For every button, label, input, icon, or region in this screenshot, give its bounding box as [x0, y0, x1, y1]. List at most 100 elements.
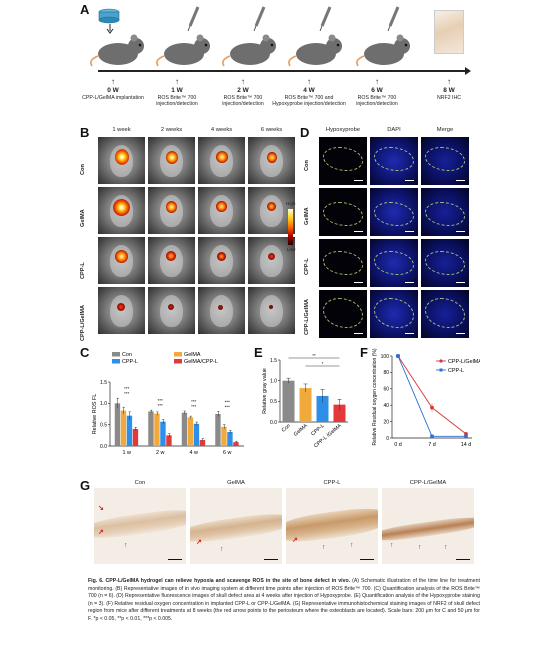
ivis-image: [248, 137, 295, 184]
ivis-image: [98, 137, 145, 184]
merge-image: [421, 239, 469, 287]
timepoint-1w: ↑ 1 W ROS Brite™ 700 injection/detection: [140, 77, 214, 108]
ivis-image: [148, 237, 195, 284]
merge-image: [421, 137, 469, 185]
fluorescence-image-grid: [319, 137, 469, 338]
x-tick-label: 2 w: [156, 450, 164, 456]
column-label: 4 weeks: [210, 127, 233, 133]
legend-marker: [439, 359, 443, 363]
caption-label: Fig. 6.: [88, 578, 104, 584]
bar: [126, 415, 133, 446]
row-label: GelMA: [304, 207, 310, 225]
y-tick-label: 60: [383, 387, 389, 393]
x-tick-label: 4 w: [190, 450, 198, 456]
row-label: Con: [304, 160, 310, 171]
legend-label: Con: [122, 352, 132, 358]
panel-d-fluorescence: D Hypoxyprobe DAPI Merge Con GelMA CPP-L…: [300, 125, 476, 339]
ivis-image: [98, 287, 145, 334]
y-tick-label: 40: [383, 403, 389, 409]
data-point: [464, 434, 468, 439]
bar: [193, 423, 200, 446]
timeline-axis: [98, 67, 471, 74]
timepoint-4w: ↑ 4 W ROS Brite™ 700 and Hypoxyprobe inj…: [272, 78, 346, 108]
significance-label: ***: [225, 399, 230, 404]
y-tick-label: 1.5: [100, 380, 107, 386]
bar: [166, 435, 172, 446]
y-tick-label: 1.0: [270, 378, 277, 384]
x-tick-label: GelMA: [293, 423, 309, 438]
data-point: [396, 354, 400, 358]
x-tick-label: 0 d: [394, 442, 402, 448]
significance-label: ***: [124, 391, 129, 396]
y-tick-label: 0.5: [100, 422, 107, 428]
red-arrow-icon: ↑: [390, 542, 394, 549]
y-axis-label: Relative ROS FL: [92, 394, 98, 434]
column-label: Con: [134, 480, 146, 486]
panel-letter-f: F: [360, 345, 368, 360]
up-arrow-icon: ↑: [241, 77, 245, 86]
y-tick-label: 0.5: [270, 399, 277, 405]
legend-label: CPP-L: [448, 368, 464, 374]
significance-label: ***: [191, 404, 196, 409]
row-label: CPP-L: [304, 258, 310, 275]
timepoint-2w: ↑ 2 W ROS Brite™ 700 injection/detection: [206, 77, 280, 108]
bar: [160, 421, 166, 446]
bar: [333, 404, 346, 422]
ihc-image: ↗ ↑ ↑: [286, 488, 378, 564]
ihc-image: ↗ ↑: [190, 488, 282, 564]
dapi-image: [370, 188, 418, 236]
ivis-image: [198, 187, 245, 234]
data-point: [430, 405, 434, 410]
panel-a-timeline: A ↑ 0 W CPP-L/GelMA implantation ↑ 1 W R…: [80, 2, 471, 120]
mouse-icon-1w: [156, 34, 210, 67]
timepoint-desc: NRF2 IHC: [437, 95, 461, 101]
up-arrow-icon: ↑: [175, 77, 179, 86]
dapi-image: [370, 290, 418, 338]
y-tick-label: 0: [386, 436, 389, 442]
panel-f-chart: F 0 20 40 60 80 100 0 d 7 d 14 d Relative Residua…: [360, 345, 482, 470]
up-arrow-icon: ↑: [447, 77, 451, 86]
ihc-image: ↘ ↗ ↑: [94, 488, 186, 564]
ivis-image: [198, 287, 245, 334]
figure-caption: Fig. 6. CPP-L/GelMA hydrogel can relieve…: [88, 578, 480, 623]
colorbar: [288, 209, 293, 245]
panel-letter-a: A: [80, 2, 90, 17]
colorbar-low-label: Low: [287, 247, 296, 252]
legend-swatch: [112, 352, 120, 357]
significance-label: ***: [225, 404, 230, 409]
legend-label: CPP-L/GelMA: [448, 359, 480, 365]
timepoint-week: 1 W: [171, 87, 183, 94]
panel-letter-e: E: [254, 345, 263, 360]
red-arrow-icon: ↑: [124, 542, 128, 549]
timepoint-week: 4 W: [303, 87, 315, 94]
y-tick-label: 1.0: [100, 401, 107, 407]
panel-g-ihc: G Con GelMA CPP-L CPP-L/GelMA ↘ ↗ ↑ ↗ ↑ …: [80, 478, 478, 572]
row-label: CPP-L/GelMA: [80, 304, 86, 341]
mouse-icon-4w: [288, 34, 342, 67]
ivis-image-grid: [98, 137, 295, 334]
column-label: CPP-L: [323, 480, 341, 486]
row-label: GelMA: [80, 209, 86, 227]
up-arrow-icon: ↑: [111, 77, 115, 86]
timepoint-0w: ↑ 0 W CPP-L/GelMA implantation: [76, 77, 150, 102]
ivis-image: [148, 287, 195, 334]
timepoint-desc: ROS Brite™ 700 injection/detection: [156, 95, 198, 108]
bar: [187, 417, 194, 446]
hypoxyprobe-image: [319, 239, 367, 287]
timepoint-week: 2 W: [237, 87, 249, 94]
row-label: CPP-L: [80, 262, 86, 279]
red-arrow-icon: ↑: [220, 546, 224, 553]
column-label: 2 weeks: [160, 127, 183, 133]
x-tick-label: 7 d: [428, 442, 436, 448]
colorbar-high-label: High: [286, 201, 296, 206]
timepoint-week: 8 W: [443, 87, 455, 94]
ivis-image: [198, 237, 245, 284]
ihc-image-grid: ↘ ↗ ↑ ↗ ↑ ↗ ↑ ↑ ↑ ↑ ↑: [94, 488, 474, 564]
legend-marker: [439, 368, 443, 372]
column-label: 6 weeks: [260, 127, 283, 133]
bar: [132, 428, 139, 446]
bar: [233, 442, 239, 446]
bar: [221, 426, 227, 446]
legend-label: GelMA/CPP-L: [184, 359, 218, 365]
